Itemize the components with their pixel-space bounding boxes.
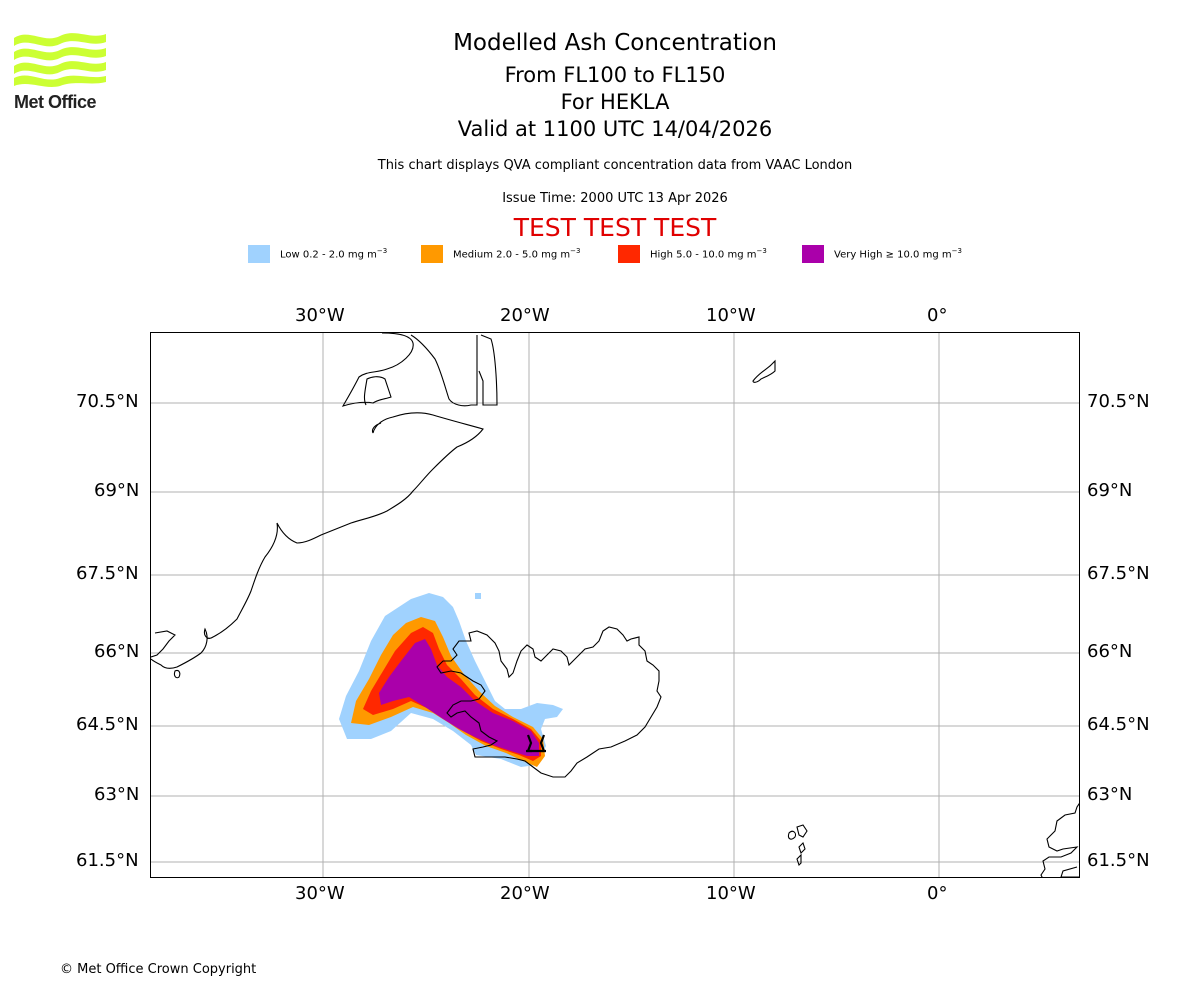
lat-label-left-70-5n: 70.5°N [76, 391, 139, 412]
map-canvas [151, 333, 1079, 877]
lat-label-left-69n: 69°N [94, 480, 140, 501]
legend-label-low: Low 0.2 - 2.0 mg m−3 [280, 247, 388, 261]
legend: Low 0.2 - 2.0 mg m−3 Medium 2.0 - 5.0 mg… [0, 244, 1200, 264]
lon-label-top-0: 0° [927, 305, 948, 326]
legend-swatch-high [618, 245, 640, 263]
coastline-greenland-islet [173, 669, 181, 679]
wave-logo-icon [14, 33, 106, 87]
lat-label-right-69n: 69°N [1087, 480, 1133, 501]
legend-item-high: High 5.0 - 10.0 mg m−3 [618, 244, 767, 264]
legend-item-low: Low 0.2 - 2.0 mg m−3 [248, 244, 387, 264]
coastline-greenland [151, 333, 498, 669]
lon-label-top-10w: 10°W [706, 305, 756, 326]
gridlines [151, 333, 1079, 877]
coastline-faroes [787, 824, 808, 867]
lon-label-top-30w: 30°W [295, 305, 345, 326]
lat-label-left-64-5n: 64.5°N [76, 714, 139, 735]
legend-item-very-high: Very High ≥ 10.0 mg m−3 [802, 244, 962, 264]
lat-label-right-63n: 63°N [1087, 784, 1133, 805]
legend-label-high: High 5.0 - 10.0 mg m−3 [650, 247, 767, 261]
lon-label-bottom-30w: 30°W [295, 883, 345, 904]
coastlines [151, 333, 1079, 877]
ash-contours [339, 593, 563, 767]
lat-label-right-61-5n: 61.5°N [1087, 850, 1150, 871]
chart-title: Modelled Ash Concentration [453, 30, 777, 56]
valid-time: Valid at 1100 UTC 14/04/2026 [457, 117, 773, 141]
legend-swatch-medium [421, 245, 443, 263]
lat-label-left-61-5n: 61.5°N [76, 850, 139, 871]
map-panel[interactable] [150, 332, 1080, 878]
issue-time: Issue Time: 2000 UTC 13 Apr 2026 [502, 191, 728, 206]
lat-label-left-63n: 63°N [94, 784, 140, 805]
legend-label-very-high: Very High ≥ 10.0 mg m−3 [834, 247, 962, 261]
lon-label-top-20w: 20°W [500, 305, 550, 326]
legend-label-medium: Medium 2.0 - 5.0 mg m−3 [453, 247, 581, 261]
coastline-iceland [436, 626, 662, 778]
flight-level-range: From FL100 to FL150 [504, 63, 726, 87]
lat-label-right-66n: 66°N [1087, 641, 1133, 662]
lon-label-bottom-0: 0° [927, 883, 948, 904]
met-office-logo: Met Office [14, 30, 110, 114]
chart-description: This chart displays QVA compliant concen… [377, 158, 853, 173]
volcano-name: For HEKLA [560, 90, 670, 114]
lat-label-left-67-5n: 67.5°N [76, 563, 139, 584]
copyright: © Met Office Crown Copyright [60, 962, 257, 977]
logo-text: Met Office [14, 92, 97, 112]
coastline-greenland-fjord [151, 630, 176, 658]
test-banner: TEST TEST TEST [513, 213, 717, 242]
lat-label-left-66n: 66°N [94, 641, 140, 662]
lon-label-bottom-20w: 20°W [500, 883, 550, 904]
coastline-norway [1040, 803, 1079, 877]
lat-label-right-64-5n: 64.5°N [1087, 714, 1150, 735]
coastline-jan-mayen [752, 359, 776, 383]
ash-area-very-high [379, 639, 539, 756]
legend-swatch-very-high [802, 245, 824, 263]
legend-item-medium: Medium 2.0 - 5.0 mg m−3 [421, 244, 580, 264]
volcano-marker-icon [526, 734, 546, 753]
lat-label-right-67-5n: 67.5°N [1087, 563, 1150, 584]
legend-swatch-low [248, 245, 270, 263]
lat-label-right-70-5n: 70.5°N [1087, 391, 1150, 412]
lon-label-bottom-10w: 10°W [706, 883, 756, 904]
